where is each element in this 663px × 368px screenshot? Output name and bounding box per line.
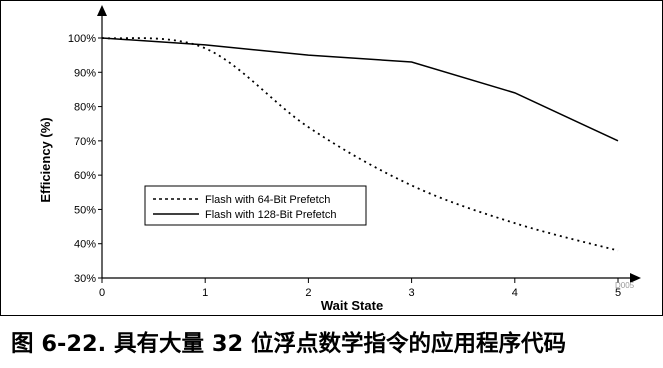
y-tick-label-0: 30% [74, 273, 96, 285]
x-axis-title: Wait State [321, 298, 383, 313]
figure-caption: 图 6-22. 具有大量 32 位浮点数学指令的应用程序代码 [11, 330, 566, 357]
x-tick-label-3: 3 [409, 287, 415, 299]
figure-code: D005 [615, 281, 635, 290]
figure-border [0, 0, 663, 316]
x-axis-arrow [630, 273, 641, 283]
y-tick-label-5: 80% [74, 102, 96, 114]
legend-box [144, 185, 367, 226]
y-tick-label-4: 70% [74, 136, 96, 148]
y-axis-arrow [97, 5, 107, 16]
legend-label-64bit: Flash with 64-Bit Prefetch [205, 194, 330, 206]
legend: Flash with 64-Bit Prefetch Flash with 12… [144, 185, 367, 226]
efficiency-line-chart: 30% 40% 50% 60% 70% 80% 90% 100% 0 1 2 3 4 5 Wait Sta… [0, 0, 663, 316]
y-tick-label-1: 40% [74, 239, 96, 251]
x-tick-label-5: 5 [615, 287, 621, 299]
y-axis-title: Efficiency (%) [38, 117, 53, 202]
x-tick-label-1: 1 [202, 287, 208, 299]
y-tick-label-7: 100% [68, 33, 96, 45]
x-tick-label-4: 4 [512, 287, 518, 299]
y-tick-label-6: 90% [74, 67, 96, 79]
legend-label-128bit: Flash with 128-Bit Prefetch [205, 209, 336, 221]
series-line-128bit [101, 37, 619, 142]
y-tick-label-2: 50% [74, 204, 96, 216]
x-tick-label-0: 0 [99, 287, 105, 299]
y-tick-label-3: 60% [74, 170, 96, 182]
series-line-64bit [101, 37, 619, 252]
x-tick-label-2: 2 [305, 287, 311, 299]
